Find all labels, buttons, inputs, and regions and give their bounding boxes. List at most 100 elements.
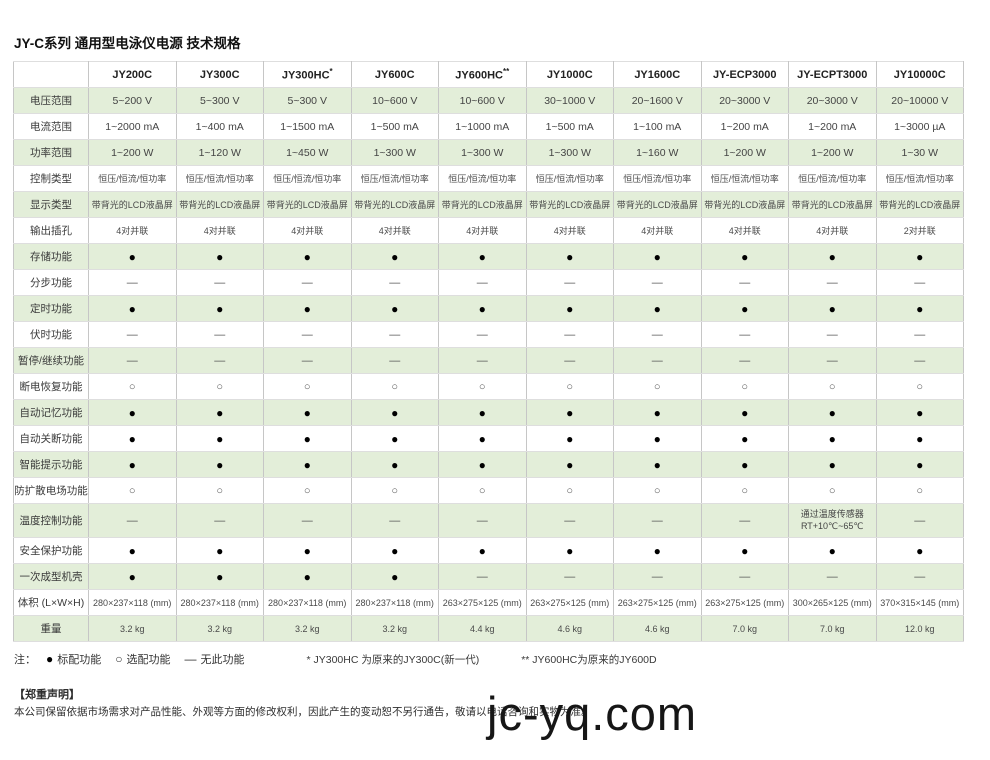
spec-cell: 1~200 W [788, 139, 877, 166]
spec-cell: ● [525, 399, 614, 426]
spec-cell: 20~1600 V [613, 87, 702, 114]
spec-cell: 370×315×145 (mm) [875, 589, 964, 616]
spec-cell: ● [613, 537, 702, 564]
row-label: 输出插孔 [13, 217, 89, 244]
spec-cell: 3.2 kg [88, 615, 177, 642]
spec-cell: ● [88, 425, 177, 452]
spec-row: 输出插孔 4对并联 4对并联 4对并联 4对并联 4对并联 4对并联 4对并联 4对并联 4对并联… [13, 217, 964, 244]
dash-icon: — [184, 652, 197, 666]
model-header-jy600c: JY600C [350, 61, 439, 88]
model-header-jy-ecpt3000: JY-ECPT3000 [788, 61, 877, 88]
spec-cell: 1~450 W [263, 139, 352, 166]
spec-cell: ○ [438, 477, 527, 504]
spec-cell: 1~120 W [175, 139, 264, 166]
spec-row: 定时功能 ● ● ● ● ● ● ● ● ● ● [13, 295, 964, 322]
spec-cell: 1~300 W [350, 139, 439, 166]
spec-table-head: JY200C JY300C JY300HC* JY600C JY600HC** JY100… [13, 61, 964, 88]
spec-cell: — [263, 321, 352, 348]
spec-cell: ● [263, 425, 352, 452]
spec-cell: — [875, 563, 964, 590]
spec-cell: ○ [875, 373, 964, 400]
spec-cell: 280×237×118 (mm) [350, 589, 439, 616]
spec-cell: ● [88, 537, 177, 564]
spec-row: 电压范围 5~200 V 5~300 V 5~300 V 10~600 V 10~600 … [13, 87, 964, 114]
spec-cell: 带背光的LCD液晶屏 [175, 191, 264, 218]
spec-cell: — [438, 563, 527, 590]
model-header-jy200c: JY200C [88, 61, 177, 88]
model-header-jy300c: JY300C [175, 61, 264, 88]
spec-cell: — [700, 269, 789, 296]
spec-cell: 10~600 V [350, 87, 439, 114]
spec-cell: ○ [350, 477, 439, 504]
spec-cell: ● [525, 425, 614, 452]
spec-cell: — [525, 347, 614, 374]
model-header-jy600hc: JY600HC** [438, 61, 527, 88]
row-label: 存储功能 [13, 243, 89, 270]
spec-cell: 7.0 kg [788, 615, 877, 642]
spec-cell: — [613, 563, 702, 590]
row-label: 安全保护功能 [13, 537, 89, 564]
spec-cell: ● [175, 537, 264, 564]
spec-cell: 恒压/恒流/恒功率 [700, 165, 789, 192]
footnote-jy300hc: * JY300HC 为原来的JY300C(新一代) [306, 653, 480, 666]
spec-cell: ○ [175, 373, 264, 400]
spec-cell: ● [875, 425, 964, 452]
row-label: 电压范围 [13, 87, 89, 114]
legend-item-label: 选配功能 [126, 654, 171, 666]
spec-cell: ● [438, 425, 527, 452]
spec-cell: 带背光的LCD液晶屏 [88, 191, 177, 218]
spec-cell: — [525, 563, 614, 590]
spec-cell: 带背光的LCD液晶屏 [263, 191, 352, 218]
spec-cell: ● [700, 537, 789, 564]
spec-cell: ● [788, 425, 877, 452]
spec-cell: 1~200 W [88, 139, 177, 166]
spec-cell: 5~300 V [263, 87, 352, 114]
spec-cell: ● [175, 451, 264, 478]
spec-cell: 恒压/恒流/恒功率 [263, 165, 352, 192]
disclaimer-section: 【郑重声明】 本公司保留依据市场需求对产品性能、外观等方面的修改权利，因此产生的… [14, 686, 592, 719]
spec-cell: 263×275×125 (mm) [438, 589, 527, 616]
spec-cell: 280×237×118 (mm) [263, 589, 352, 616]
spec-cell: ● [613, 243, 702, 270]
spec-cell: — [350, 321, 439, 348]
spec-cell: — [788, 563, 877, 590]
spec-cell: ● [350, 425, 439, 452]
spec-cell: — [525, 503, 614, 538]
spec-cell: 4.4 kg [438, 615, 527, 642]
row-label: 伏时功能 [13, 321, 89, 348]
spec-cell: 20~3000 V [700, 87, 789, 114]
spec-cell: ○ [525, 477, 614, 504]
spec-cell: 263×275×125 (mm) [525, 589, 614, 616]
model-header-jy300hc: JY300HC* [263, 61, 352, 88]
spec-cell: ● [350, 243, 439, 270]
spec-cell: — [788, 269, 877, 296]
spec-cell: — [438, 347, 527, 374]
spec-cell: ○ [438, 373, 527, 400]
spec-row: 自动记忆功能 ● ● ● ● ● ● ● ● ● ● [13, 399, 964, 426]
spec-cell: — [438, 321, 527, 348]
spec-cell: 263×275×125 (mm) [613, 589, 702, 616]
row-label: 电流范围 [13, 113, 89, 140]
spec-cell: 恒压/恒流/恒功率 [525, 165, 614, 192]
spec-table: JY200C JY300C JY300HC* JY600C JY600HC** JY100… [13, 61, 964, 642]
spec-table-body: 电压范围 5~200 V 5~300 V 5~300 V 10~600 V 10~600 … [13, 87, 964, 642]
disclaimer-body: 本公司保留依据市场需求对产品性能、外观等方面的修改权利，因此产生的变动恕不另行通… [14, 706, 592, 718]
spec-cell: ● [88, 399, 177, 426]
spec-cell: ● [875, 295, 964, 322]
spec-cell: ● [350, 295, 439, 322]
spec-cell: — [350, 269, 439, 296]
spec-cell: ● [525, 295, 614, 322]
spec-cell: 1~30 W [875, 139, 964, 166]
spec-cell: — [613, 321, 702, 348]
spec-cell: — [88, 347, 177, 374]
spec-row: 智能提示功能 ● ● ● ● ● ● ● ● ● ● [13, 451, 964, 478]
spec-cell: 1~300 W [525, 139, 614, 166]
spec-cell: ○ [175, 477, 264, 504]
spec-cell: 1~400 mA [175, 113, 264, 140]
spec-row: 体积 (L×W×H) 280×237×118 (mm) 280×237×118 (m… [13, 589, 964, 616]
spec-cell: ● [263, 243, 352, 270]
spec-cell: 20~10000 V [875, 87, 964, 114]
spec-cell: — [700, 347, 789, 374]
spec-cell: 4对并联 [438, 217, 527, 244]
